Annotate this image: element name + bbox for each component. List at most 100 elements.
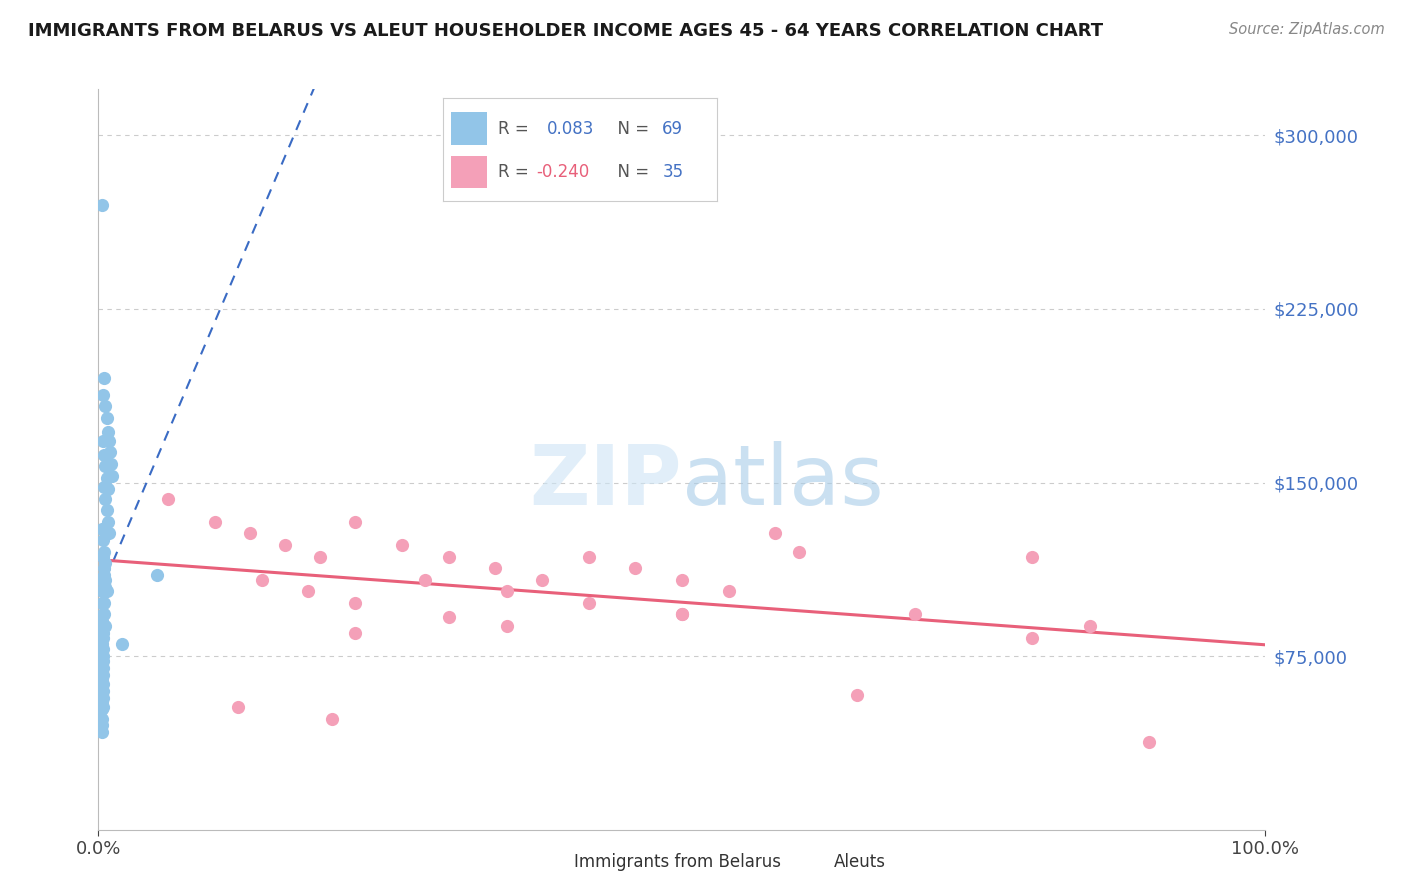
Point <box>90 619 112 633</box>
Point <box>91 434 114 448</box>
Point <box>496 584 519 599</box>
Point <box>91 607 114 622</box>
Point <box>94 573 117 587</box>
Point <box>93 596 115 610</box>
Point <box>93 545 115 559</box>
Point <box>787 545 810 559</box>
Point <box>98 445 121 459</box>
Point <box>91 660 114 674</box>
Point <box>93 607 115 622</box>
Point <box>96 584 118 599</box>
Point <box>96 471 118 485</box>
Point <box>496 619 519 633</box>
Point <box>846 689 869 703</box>
Point <box>97 515 120 529</box>
Point <box>91 642 114 657</box>
Point <box>91 533 114 548</box>
Point <box>90 695 112 709</box>
Point <box>94 491 117 506</box>
Point <box>904 607 927 622</box>
Point <box>530 573 553 587</box>
Point <box>578 596 600 610</box>
Point <box>91 700 114 714</box>
Text: -0.240: -0.240 <box>536 163 589 181</box>
Point <box>101 468 124 483</box>
Point <box>94 580 117 594</box>
Text: N =: N = <box>607 163 655 181</box>
Point <box>93 371 115 385</box>
Text: R =: R = <box>498 163 534 181</box>
Point <box>100 457 122 471</box>
Point <box>91 584 114 599</box>
Point <box>96 410 118 425</box>
Text: 69: 69 <box>662 120 683 138</box>
Point <box>274 538 297 552</box>
Point <box>91 631 114 645</box>
Point <box>91 654 114 668</box>
Point <box>90 584 112 599</box>
Point <box>90 679 112 693</box>
Point <box>90 596 112 610</box>
Point <box>97 425 120 439</box>
Point <box>344 515 367 529</box>
Text: Aleuts: Aleuts <box>834 853 886 871</box>
Point <box>90 712 112 726</box>
Point <box>671 573 693 587</box>
Point <box>157 491 180 506</box>
Point <box>90 522 112 536</box>
Point <box>90 718 112 732</box>
Point <box>239 526 262 541</box>
Point <box>91 596 114 610</box>
Point <box>391 538 413 552</box>
Point <box>763 526 786 541</box>
Point <box>671 607 693 622</box>
Point <box>91 677 114 691</box>
Text: IMMIGRANTS FROM BELARUS VS ALEUT HOUSEHOLDER INCOME AGES 45 - 64 YEARS CORRELATI: IMMIGRANTS FROM BELARUS VS ALEUT HOUSEHO… <box>28 22 1104 40</box>
Point <box>93 480 115 494</box>
Point <box>93 561 115 575</box>
Point <box>250 573 273 587</box>
Text: Immigrants from Belarus: Immigrants from Belarus <box>574 853 780 871</box>
Point <box>94 557 117 571</box>
Point <box>228 700 250 714</box>
Point <box>91 549 114 564</box>
Point <box>344 596 367 610</box>
Point <box>90 198 112 212</box>
Point <box>90 672 112 686</box>
Point <box>1080 619 1102 633</box>
Point <box>97 483 120 497</box>
FancyBboxPatch shape <box>451 112 486 145</box>
Point <box>90 637 112 651</box>
Point <box>90 725 112 739</box>
Text: 35: 35 <box>662 163 683 181</box>
Point <box>90 573 112 587</box>
Point <box>90 648 112 663</box>
Text: atlas: atlas <box>682 441 883 522</box>
Point <box>1021 549 1043 564</box>
Point <box>90 615 112 629</box>
Point <box>671 607 693 622</box>
Point <box>437 549 460 564</box>
Point <box>624 561 647 575</box>
Text: 0.083: 0.083 <box>547 120 595 138</box>
Text: R =: R = <box>498 120 538 138</box>
Point <box>97 434 120 448</box>
Text: Source: ZipAtlas.com: Source: ZipAtlas.com <box>1229 22 1385 37</box>
Point <box>297 584 319 599</box>
Point <box>111 637 134 651</box>
Point <box>91 690 114 705</box>
FancyBboxPatch shape <box>451 155 486 188</box>
Point <box>413 573 436 587</box>
Point <box>90 665 112 680</box>
Text: N =: N = <box>607 120 655 138</box>
Point <box>204 515 226 529</box>
Point <box>437 609 460 624</box>
Point <box>484 561 506 575</box>
Point <box>91 387 114 401</box>
Point <box>90 702 112 716</box>
Point <box>309 549 332 564</box>
Point <box>1137 734 1160 748</box>
Point <box>90 642 112 657</box>
Point <box>94 619 117 633</box>
Point <box>93 568 115 582</box>
